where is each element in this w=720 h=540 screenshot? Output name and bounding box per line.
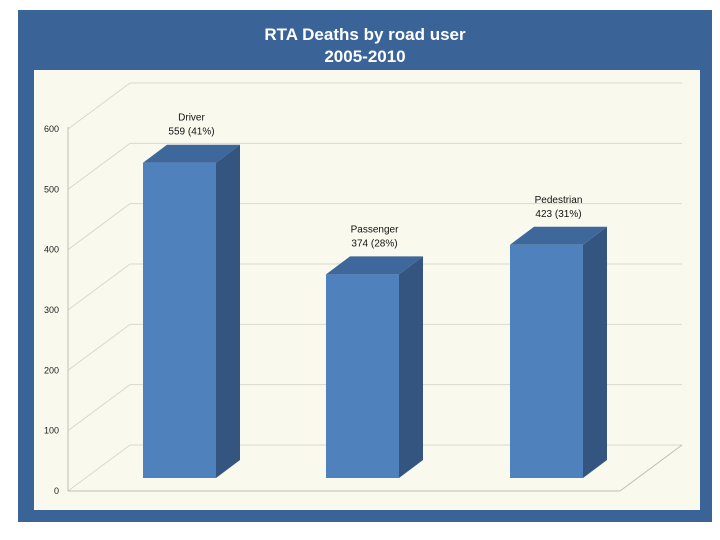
bar-top-face	[326, 256, 423, 275]
side-gridline	[67, 82, 131, 130]
data-label-value: 374 (28%)	[351, 238, 397, 249]
bar	[143, 162, 216, 478]
side-gridline	[67, 444, 131, 492]
data-label-value: 559 (41%)	[168, 127, 214, 138]
y-tick-label: 100	[44, 426, 59, 436]
bar-top-face	[143, 144, 240, 163]
y-tick-label: 200	[44, 365, 59, 375]
data-label-category: Pedestrian	[535, 195, 583, 206]
bar	[510, 244, 583, 478]
floor-right-edge	[619, 444, 683, 492]
bar-side-face	[583, 226, 607, 478]
data-label-value: 423 (31%)	[535, 209, 581, 220]
y-tick-label: 300	[44, 305, 59, 315]
data-label-category: Driver	[178, 113, 205, 124]
y-tick-label: 500	[44, 184, 59, 194]
bar-top-face	[510, 226, 607, 245]
side-gridline	[67, 263, 131, 311]
y-tick-label: 400	[44, 245, 59, 255]
side-gridline	[67, 323, 131, 371]
side-gridline	[67, 384, 131, 432]
chart-title-line-2: 2005-2010	[324, 47, 406, 66]
y-tick-label: 0	[54, 486, 59, 496]
data-label-category: Passenger	[351, 224, 399, 235]
chart-title: RTA Deaths by road user 2005-2010	[18, 24, 712, 68]
bar-side-face	[399, 256, 423, 478]
bar-side-face	[216, 144, 240, 478]
y-tick-label: 600	[44, 124, 59, 134]
side-gridline	[67, 142, 131, 190]
chart-title-line-1: RTA Deaths by road user	[264, 25, 466, 44]
side-gridline	[67, 203, 131, 251]
bar	[326, 274, 399, 478]
